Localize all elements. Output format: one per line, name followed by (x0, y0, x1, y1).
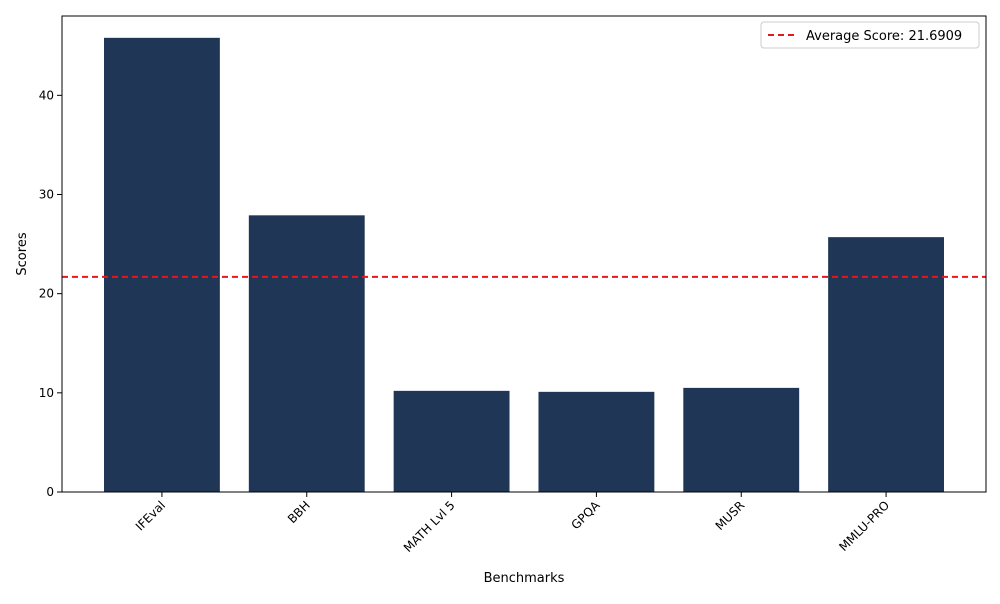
x-axis: IFEval BBH MATH Lvl 5 GPQA MUSR MMLU-PRO (133, 492, 892, 555)
bar-math-lvl-5 (393, 390, 510, 492)
plot-frame (61, 15, 987, 493)
bar-gpqa (538, 391, 655, 492)
bars-group (104, 37, 944, 493)
y-tick-label: 0 (46, 485, 54, 499)
y-axis: 0 10 20 30 40 (39, 88, 62, 499)
legend-box (760, 21, 980, 49)
x-tick-label: GPQA (568, 498, 603, 533)
x-tick-label: MATH Lvl 5 (401, 498, 458, 555)
bar-ifeval (104, 37, 220, 493)
y-axis-label: Scores (15, 232, 30, 275)
y-tick-label: 10 (39, 386, 54, 400)
bar-bbh (248, 215, 365, 492)
y-tick-label: 30 (39, 188, 54, 202)
x-tick-label: IFEval (133, 498, 168, 533)
x-tick-label: MUSR (713, 498, 748, 533)
legend-label: Average Score: 21.6909 (806, 29, 962, 44)
bar-musr (683, 387, 800, 492)
x-tick-label: MMLU-PRO (836, 498, 892, 554)
y-tick-label: 20 (39, 287, 54, 301)
bar-mmlu-pro (828, 237, 944, 492)
x-tick-label: BBH (285, 498, 313, 526)
x-axis-label: Benchmarks (484, 571, 565, 586)
y-tick-label: 40 (39, 88, 54, 102)
legend: Average Score: 21.6909 (760, 21, 980, 49)
